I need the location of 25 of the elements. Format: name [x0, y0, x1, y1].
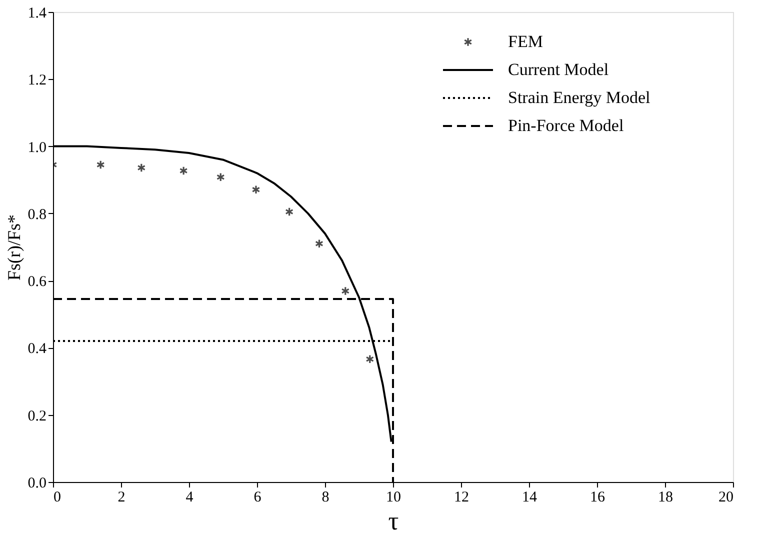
x-tick-label: 16	[590, 490, 606, 506]
y-tick-label: 0.2	[28, 408, 46, 424]
y-tick-label: 1.4	[28, 6, 47, 22]
x-tick-label: 12	[454, 490, 469, 506]
x-tick-label: 18	[658, 490, 673, 506]
y-tick-label: 0.0	[28, 476, 46, 492]
x-tick-label: 14	[522, 490, 538, 506]
x-axis-title: τ	[388, 506, 399, 536]
y-tick-label: 0.8	[28, 206, 46, 223]
x-tick-label: 2	[118, 490, 126, 506]
y-tick-label: 1.2	[28, 72, 46, 89]
legend-label: Strain Energy Model	[508, 88, 651, 107]
x-tick-label: 10	[386, 490, 401, 506]
legend-label: Pin-Force Model	[508, 116, 624, 135]
legend-label: FEM	[508, 32, 543, 51]
y-axis-title: Fs(r)/Fs*	[4, 214, 24, 281]
y-tick-label: 1.0	[28, 140, 46, 156]
legend-label: Current Model	[508, 60, 609, 79]
y-tick-label: 0.6	[28, 274, 47, 290]
y-tick-label: 0.4	[28, 341, 47, 358]
x-tick-label: 4	[186, 490, 194, 506]
x-tick-label: 20	[718, 490, 734, 506]
x-tick-label: 0	[54, 490, 61, 506]
x-tick-label: 8	[322, 490, 330, 506]
x-tick-label: 6	[254, 490, 262, 506]
